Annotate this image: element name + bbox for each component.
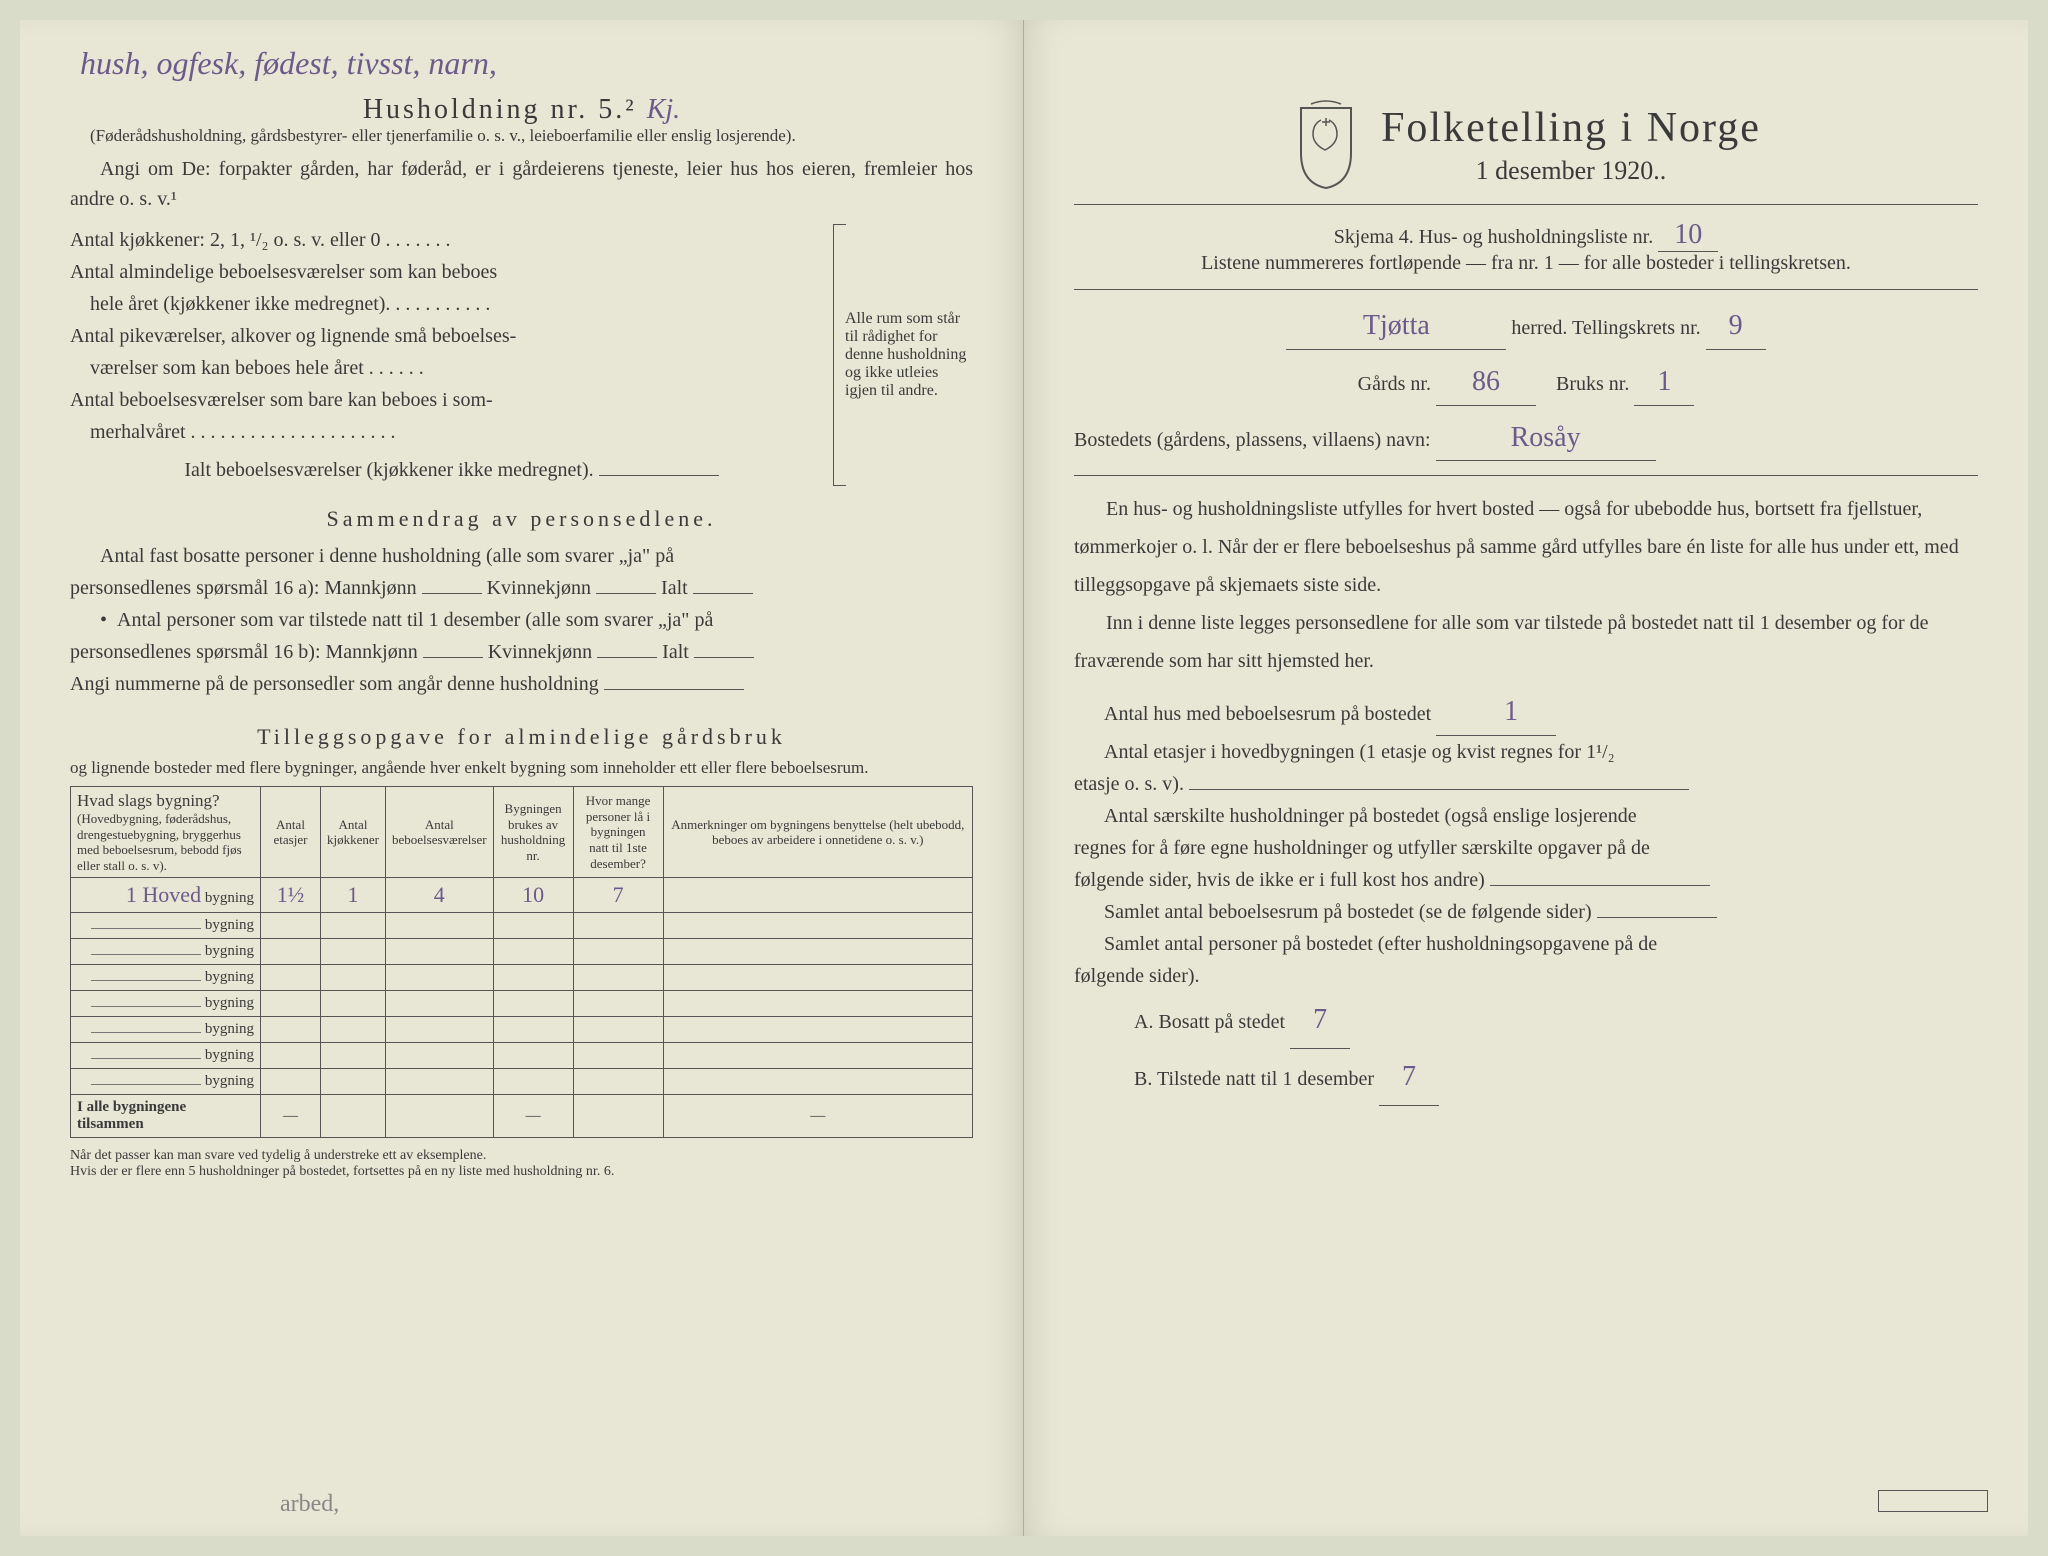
ialt1: Ialt xyxy=(661,577,688,599)
th6: Hvor mange personer lå i bygningen natt … xyxy=(573,787,663,878)
printer-stamp xyxy=(1878,1490,1988,1512)
s3: Angi nummerne på de personsedler som ang… xyxy=(70,673,599,695)
ialt2-b xyxy=(694,657,754,658)
k3b: værelser som kan beboes hele året . . . … xyxy=(70,352,833,384)
k3a: Antal pikeværelser, alkover og lignende … xyxy=(70,320,833,352)
gards: Gårds nr. xyxy=(1358,373,1431,395)
q2-blank xyxy=(1189,789,1689,790)
table-row: bygning xyxy=(71,965,973,991)
table-row: bygning xyxy=(71,1043,973,1069)
k5-blank xyxy=(599,475,719,476)
q1: Antal hus med beboelsesrum på bostedet xyxy=(1104,703,1431,725)
th5: Bygningen brukes av husholdning nr. xyxy=(493,787,573,878)
q2b: etasje o. s. v). xyxy=(1074,773,1184,795)
right-header: Folketelling i Norge 1 desember 1920.. xyxy=(1074,100,1978,190)
th3: Antal kjøkkener xyxy=(321,787,386,878)
kv2-b xyxy=(597,657,657,658)
building-table: Hvad slags bygning? (Hovedbygning, føder… xyxy=(70,786,973,1138)
foot1: Når det passer kan man svare ved tydelig… xyxy=(70,1148,973,1164)
q3a: Antal særskilte husholdninger på bostede… xyxy=(1074,800,1978,832)
brace-text: Alle rum som står til rådighet for denne… xyxy=(833,224,973,486)
coat-of-arms-icon xyxy=(1291,100,1361,190)
hw-kj: Kj. xyxy=(647,94,680,125)
q3c: følgende sider, hvis de ikke er i full k… xyxy=(1074,869,1485,891)
q3b: regnes for å føre egne husholdninger og … xyxy=(1074,832,1978,864)
bruks: Bruks nr. xyxy=(1556,373,1629,395)
bosted-hw: Rosåy xyxy=(1436,416,1656,462)
s2a: Antal personer som var tilstede natt til… xyxy=(117,609,713,631)
rooms-block: Antal kjøkkener: 2, 1, ¹/₂ o. s. v. elle… xyxy=(70,224,973,486)
q4-blank xyxy=(1597,917,1717,918)
skjema-nr: 10 xyxy=(1658,219,1718,252)
k2a: Antal almindelige beboelsesværelser som … xyxy=(70,256,833,288)
herred: herred. Tellingskrets nr. xyxy=(1511,317,1700,339)
k1: Antal kjøkkener: 2, 1, ¹/₂ o. s. v. elle… xyxy=(70,224,833,256)
hw-margin-top: hush, ogfesk, fødest, tivsst, narn, xyxy=(80,45,497,82)
q4: Samlet antal beboelsesrum på bostedet (s… xyxy=(1104,901,1592,923)
date: 1 desember 1920.. xyxy=(1381,156,1761,186)
A-hw: 7 xyxy=(1290,992,1350,1049)
table-row: bygning xyxy=(71,913,973,939)
foot2: Hvis der er flere enn 5 husholdninger på… xyxy=(70,1164,973,1180)
right-page: Folketelling i Norge 1 desember 1920.. S… xyxy=(1024,20,2028,1536)
p2: Inn i denne liste legges personsedlene f… xyxy=(1074,604,1978,680)
left-page: hush, ogfesk, fødest, tivsst, narn, Hush… xyxy=(20,20,1024,1536)
table-row: 1 Hoved bygning1½14107 xyxy=(71,878,973,913)
table-row: bygning xyxy=(71,1017,973,1043)
bottom-hw: arbed, xyxy=(280,1491,339,1518)
q3-blank xyxy=(1490,885,1710,886)
B-hw: 7 xyxy=(1379,1049,1439,1106)
k4b: merhalvåret . . . . . . . . . . . . . . … xyxy=(70,416,833,448)
B: B. Tilstede natt til 1 desember xyxy=(1134,1068,1374,1090)
kv1: Kvinnekjønn xyxy=(487,577,591,599)
q5b: følgende sider). xyxy=(1074,960,1978,992)
k5: Ialt beboelsesværelser (kjøkkener ikke m… xyxy=(184,459,593,481)
krets-nr: 9 xyxy=(1706,304,1766,350)
herred-hw: Tjøtta xyxy=(1286,304,1506,350)
table-row: bygning xyxy=(71,1069,973,1095)
th7: Anmerkninger om bygningens benyttelse (h… xyxy=(663,787,972,878)
q2a: Antal etasjer i hovedbygningen (1 etasje… xyxy=(1074,736,1978,768)
table-sum-row: I alle bygningene tilsammen——— xyxy=(71,1095,973,1138)
kv2: Kvinnekjønn xyxy=(488,641,592,663)
right-body: En hus- og husholdningsliste utfylles fo… xyxy=(1074,490,1978,680)
table-row: bygning xyxy=(71,991,973,1017)
th2: Antal etasjer xyxy=(261,787,321,878)
angi-line: Angi om De: forpakter gården, har føderå… xyxy=(70,154,973,214)
th1b: (Hovedbygning, føderådshus, drengestueby… xyxy=(77,811,254,873)
s3-blank xyxy=(604,689,744,690)
s2b: personsedlenes spørsmål 16 b): Mannkjønn xyxy=(70,641,418,663)
skjema: Skjema 4. Hus- og husholdningsliste nr. xyxy=(1334,226,1653,248)
p1: En hus- og husholdningsliste utfylles fo… xyxy=(1074,490,1978,604)
k2b: hele året (kjøkkener ikke medregnet). . … xyxy=(70,288,833,320)
th4: Antal beboelsesværelser xyxy=(385,787,493,878)
mk2 xyxy=(423,657,483,658)
A: A. Bosatt på stedet xyxy=(1134,1011,1285,1033)
k4a: Antal beboelsesværelser som bare kan beb… xyxy=(70,384,833,416)
section-tillegg: Tilleggsopgave for almindelige gårdsbruk xyxy=(70,724,973,750)
q1-hw: 1 xyxy=(1436,690,1556,736)
gards-nr: 86 xyxy=(1436,360,1536,406)
ialt2: Ialt xyxy=(662,641,689,663)
bruks-nr: 1 xyxy=(1634,360,1694,406)
s1a: Antal fast bosatte personer i denne hush… xyxy=(70,540,973,572)
table-row: bygning xyxy=(71,939,973,965)
tillegg-sub: og lignende bosteder med flere bygninger… xyxy=(70,758,973,778)
q5a: Samlet antal personer på bostedet (efter… xyxy=(1074,928,1978,960)
listene: Listene nummereres fortløpende — fra nr.… xyxy=(1074,252,1978,275)
th1a: Hvad slags bygning? xyxy=(77,791,254,811)
kv1-b xyxy=(596,593,656,594)
document-spread: hush, ogfesk, fødest, tivsst, narn, Hush… xyxy=(20,20,2028,1536)
ialt1-b xyxy=(693,593,753,594)
sub1: (Føderådshusholdning, gårdsbestyrer- ell… xyxy=(70,126,973,146)
s1b: personsedlenes spørsmål 16 a): Mannkjønn xyxy=(70,577,417,599)
bostedets: Bostedets (gårdens, plassens, villaens) … xyxy=(1074,429,1431,451)
mk1 xyxy=(422,593,482,594)
main-title: Folketelling i Norge xyxy=(1381,104,1761,152)
household-title: Husholdning nr. 5.² xyxy=(363,94,637,125)
section-sammen: Sammendrag av personsedlene. xyxy=(70,506,973,532)
